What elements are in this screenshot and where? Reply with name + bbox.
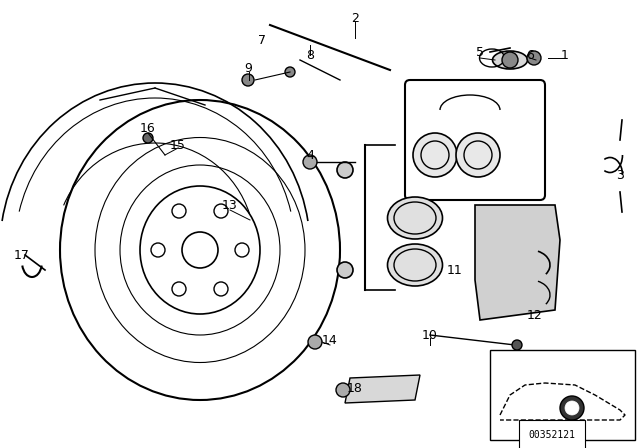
Circle shape xyxy=(413,133,457,177)
Text: 9: 9 xyxy=(244,61,252,74)
Text: 18: 18 xyxy=(347,382,363,395)
Text: 1: 1 xyxy=(561,48,569,61)
FancyBboxPatch shape xyxy=(405,80,545,200)
Text: 2: 2 xyxy=(351,12,359,25)
Circle shape xyxy=(502,52,518,68)
Circle shape xyxy=(285,67,295,77)
Text: 7: 7 xyxy=(258,34,266,47)
Ellipse shape xyxy=(387,197,442,239)
Circle shape xyxy=(560,396,584,420)
Circle shape xyxy=(527,51,541,65)
Text: 16: 16 xyxy=(140,121,156,134)
Text: 11: 11 xyxy=(447,263,463,276)
Circle shape xyxy=(565,401,579,415)
Text: 5: 5 xyxy=(476,46,484,59)
Bar xyxy=(490,350,635,440)
Circle shape xyxy=(512,340,522,350)
Text: 12: 12 xyxy=(527,309,543,322)
Polygon shape xyxy=(475,205,560,320)
Circle shape xyxy=(456,133,500,177)
Circle shape xyxy=(242,74,254,86)
Circle shape xyxy=(143,133,153,143)
Text: 17: 17 xyxy=(14,249,30,262)
Text: 4: 4 xyxy=(306,148,314,161)
Text: 15: 15 xyxy=(170,138,186,151)
Circle shape xyxy=(337,262,353,278)
Ellipse shape xyxy=(493,51,527,69)
Polygon shape xyxy=(345,375,420,403)
Text: 6: 6 xyxy=(526,48,534,61)
Circle shape xyxy=(308,335,322,349)
Ellipse shape xyxy=(387,244,442,286)
Circle shape xyxy=(303,155,317,169)
Text: 00352121: 00352121 xyxy=(529,430,575,440)
Circle shape xyxy=(337,162,353,178)
Text: 13: 13 xyxy=(222,198,238,211)
Text: 10: 10 xyxy=(422,328,438,341)
Circle shape xyxy=(336,383,350,397)
Text: 8: 8 xyxy=(306,48,314,61)
Text: 14: 14 xyxy=(322,333,338,346)
Text: 3: 3 xyxy=(616,168,624,181)
